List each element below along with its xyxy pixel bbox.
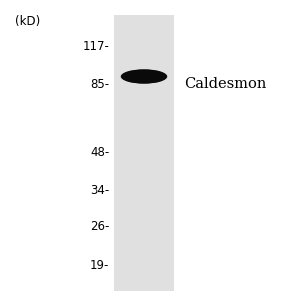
Text: Caldesmon: Caldesmon <box>184 77 267 91</box>
Ellipse shape <box>128 71 160 82</box>
Ellipse shape <box>127 71 161 82</box>
Ellipse shape <box>125 71 163 82</box>
Text: 19-: 19- <box>90 259 110 272</box>
Ellipse shape <box>139 75 149 78</box>
Ellipse shape <box>123 70 165 83</box>
Ellipse shape <box>140 75 148 78</box>
Ellipse shape <box>132 73 156 80</box>
Ellipse shape <box>124 70 164 83</box>
Ellipse shape <box>134 73 154 80</box>
Ellipse shape <box>138 75 150 78</box>
Ellipse shape <box>142 76 146 77</box>
Ellipse shape <box>143 76 145 77</box>
Ellipse shape <box>137 74 151 79</box>
Text: 117-: 117- <box>82 40 109 53</box>
Text: 34-: 34- <box>90 184 110 197</box>
Text: 26-: 26- <box>90 220 110 233</box>
Text: (kD): (kD) <box>15 15 40 28</box>
Ellipse shape <box>136 74 152 79</box>
Ellipse shape <box>131 73 157 80</box>
Text: 48-: 48- <box>90 146 110 160</box>
Text: 85-: 85- <box>90 77 110 91</box>
Bar <box>114 15 174 291</box>
Ellipse shape <box>130 72 158 81</box>
Ellipse shape <box>121 69 167 84</box>
Ellipse shape <box>129 72 159 81</box>
Ellipse shape <box>122 70 166 83</box>
Ellipse shape <box>135 74 153 80</box>
